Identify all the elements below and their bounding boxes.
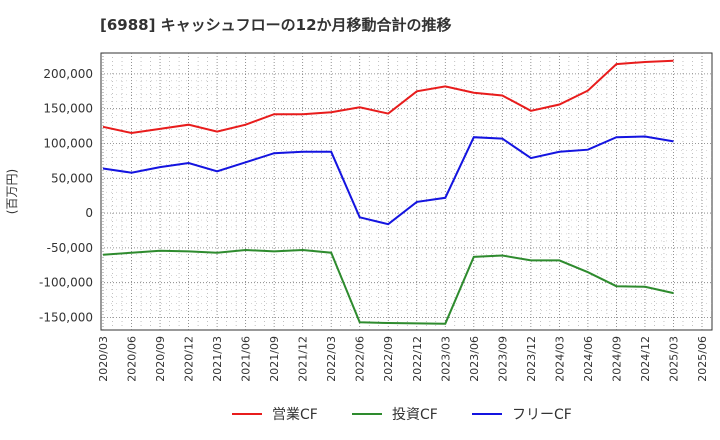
- y-tick-label: -150,000: [39, 310, 93, 324]
- x-tick-label: 2023/06: [468, 336, 481, 382]
- y-tick-label: 100,000: [43, 136, 93, 150]
- x-tick-label: 2021/06: [240, 336, 253, 382]
- y-axis-label: (百万円): [5, 169, 19, 214]
- x-tick-label: 2023/12: [525, 336, 538, 382]
- y-tick-label: 200,000: [43, 67, 93, 81]
- series-line-1: [102, 59, 674, 135]
- x-tick-label: 2024/09: [610, 336, 623, 382]
- legend-label-3: フリーCF: [512, 407, 572, 423]
- x-tick-label: 2024/03: [553, 336, 566, 382]
- y-tick-label: 0: [85, 206, 93, 220]
- x-tick-label: 2020/12: [183, 336, 196, 382]
- x-tick-label: 2022/09: [382, 336, 395, 382]
- x-tick-label: 2022/06: [354, 336, 367, 382]
- x-tick-label: 2021/03: [211, 336, 224, 382]
- y-tick-label: -100,000: [39, 276, 93, 290]
- x-tick-label: 2023/03: [439, 336, 452, 382]
- y-tick-label: 150,000: [43, 102, 93, 116]
- x-tick-label: 2024/12: [639, 336, 652, 382]
- y-tick-label: 50,000: [51, 171, 93, 185]
- y-tick-label: -50,000: [47, 241, 93, 255]
- x-tick-label: 2022/12: [411, 336, 424, 382]
- legend-label-1: 営業CF: [272, 407, 318, 423]
- x-tick-label: 2020/09: [154, 336, 167, 382]
- x-tick-label: 2023/09: [496, 336, 509, 382]
- legend-label-2: 投資CF: [392, 407, 438, 423]
- x-tick-label: 2020/03: [97, 336, 110, 382]
- series-line-2: [102, 248, 674, 325]
- x-tick-label: 2020/06: [126, 336, 139, 382]
- x-tick-label: 2022/03: [325, 336, 338, 382]
- x-tick-label: 2025/03: [667, 336, 680, 382]
- x-tick-label: 2021/12: [297, 336, 310, 382]
- x-tick-label: 2024/06: [582, 336, 595, 382]
- series-line-3: [102, 135, 674, 226]
- x-tick-label: 2025/06: [696, 336, 709, 382]
- x-tick-label: 2021/09: [268, 336, 281, 382]
- chart-title: [6988] キャッシュフローの12か月移動合計の推移: [100, 16, 452, 34]
